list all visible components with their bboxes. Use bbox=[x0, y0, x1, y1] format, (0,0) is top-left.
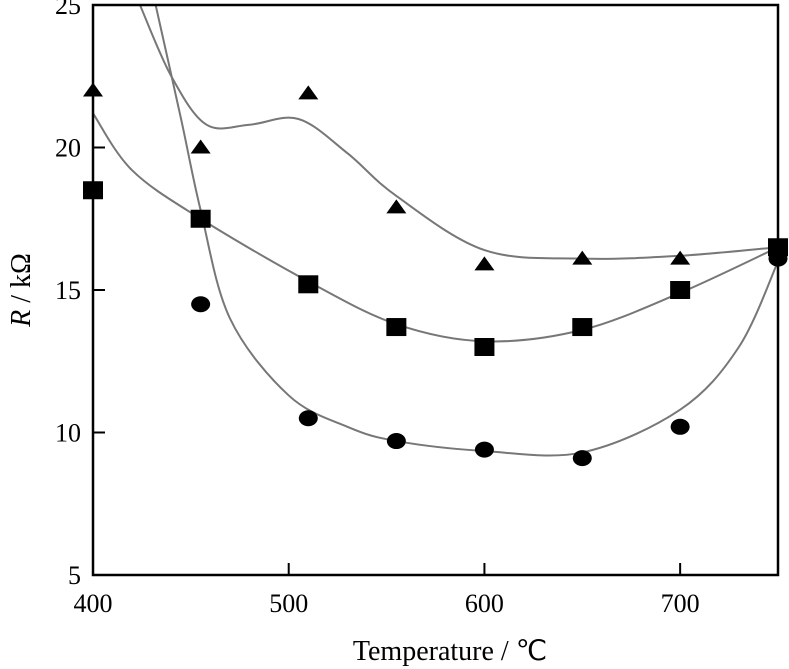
square-marker bbox=[298, 275, 319, 294]
y-tick-label: 5 bbox=[68, 561, 81, 590]
triangle-marker bbox=[386, 199, 407, 214]
y-axis-label-unit: / kΩ bbox=[6, 253, 37, 310]
y-tick-label: 15 bbox=[55, 276, 81, 305]
square-marker bbox=[572, 318, 593, 337]
data-markers bbox=[83, 82, 788, 467]
circle-marker bbox=[670, 418, 690, 435]
circle-marker bbox=[191, 296, 211, 313]
x-tick-label: 500 bbox=[269, 589, 308, 618]
square-marker bbox=[670, 281, 691, 299]
circle-marker bbox=[474, 441, 494, 458]
x-axis-label: Temperature / ℃ bbox=[353, 636, 547, 667]
circle-marker bbox=[298, 410, 318, 427]
y-tick-label: 20 bbox=[55, 134, 81, 163]
y-tick-label: 10 bbox=[55, 419, 81, 448]
x-tick-label: 400 bbox=[74, 589, 113, 618]
y-tick-label: 25 bbox=[55, 0, 81, 20]
y-axis-label-symbol: R bbox=[6, 310, 37, 328]
triangle-marker bbox=[572, 250, 593, 265]
triangle-marker bbox=[190, 139, 211, 154]
circle-fit-curve bbox=[154, 4, 779, 457]
square-marker bbox=[386, 318, 407, 337]
axis-ticks: 400 500 600 700 5 10 15 20 25 bbox=[55, 0, 700, 618]
square-marker bbox=[474, 338, 495, 356]
x-tick-label: 600 bbox=[465, 589, 504, 618]
triangle-marker bbox=[474, 256, 495, 271]
fit-curves bbox=[92, 4, 779, 457]
triangle-marker bbox=[670, 250, 691, 265]
triangle-marker bbox=[298, 85, 319, 100]
y-axis-label: R / kΩ bbox=[6, 253, 37, 328]
circle-marker bbox=[386, 433, 406, 450]
x-tick-label: 700 bbox=[661, 589, 700, 618]
circle-marker bbox=[572, 450, 592, 467]
square-marker bbox=[190, 209, 211, 228]
triangle-fit-curve bbox=[139, 4, 779, 260]
